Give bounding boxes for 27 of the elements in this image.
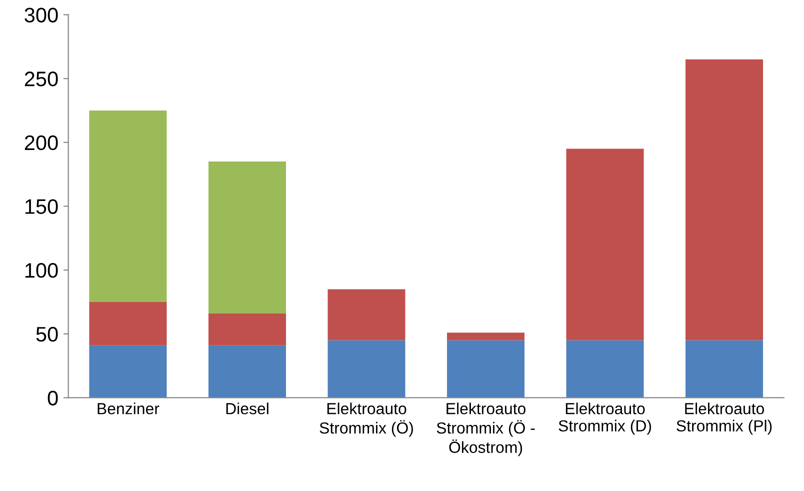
y-tick-label: 200 (24, 135, 58, 150)
bar (208, 162, 286, 314)
bar (686, 340, 764, 398)
bar (89, 110, 167, 302)
bar (566, 340, 644, 398)
bar (446, 340, 525, 398)
bar (208, 313, 286, 346)
y-tick-label: 150 (25, 199, 58, 214)
y-tick-label: 100 (25, 263, 58, 278)
bar (446, 332, 525, 340)
x-tick-label: Elektroauto Strommix (Ö - Ökostrom) (436, 402, 535, 456)
bar (566, 148, 644, 340)
bar (89, 345, 167, 398)
x-tick-label: Elektroauto Strommix (Ö) (320, 402, 413, 437)
x-tick-label: Elektroauto Strommix (Pl) (676, 402, 772, 435)
bar (328, 340, 406, 398)
y-tick-label: 250 (24, 72, 58, 86)
bar (328, 289, 406, 340)
x-tick-label: Diesel (226, 402, 268, 414)
x-tick-label: Elektroauto Strommix (D) (558, 402, 652, 435)
x-tick-label: Benziner (98, 402, 160, 414)
y-tick-label: 0 (48, 390, 58, 406)
bar (208, 345, 286, 398)
bar (89, 302, 167, 346)
y-tick-label: 300 (24, 8, 58, 22)
bar (686, 59, 764, 340)
y-tick-label: 50 (36, 326, 58, 342)
